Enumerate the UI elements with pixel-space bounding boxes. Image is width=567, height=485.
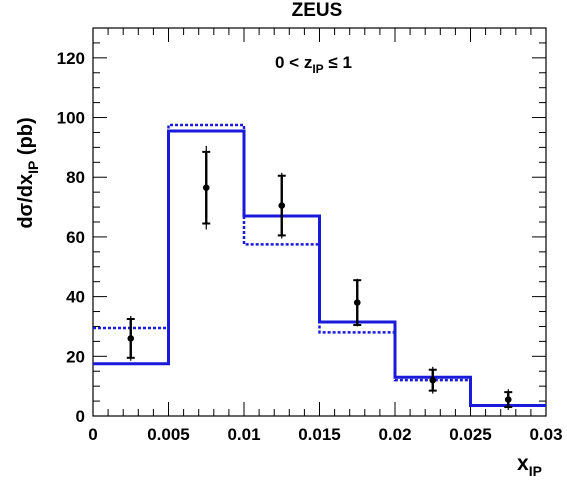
cut-annotation-sub: IP	[312, 62, 323, 76]
chart-title: ZEUS	[292, 0, 343, 21]
x-axis-label-sub: IP	[529, 463, 542, 479]
y-axis: 0 20 40 60 80 100 120	[57, 27, 546, 426]
data-points-layer	[126, 145, 513, 411]
y-axis-label: dσ/dxIP (pb)	[15, 117, 41, 228]
histogram-layer	[93, 123, 546, 408]
y-axis-label-sub: IP	[25, 161, 41, 174]
y-axis-label-main: dσ/dx	[15, 174, 37, 229]
x-tick-label: 0.005	[147, 425, 190, 444]
data-point	[126, 316, 135, 361]
x-tick-label: 0.025	[449, 425, 492, 444]
data-marker	[202, 184, 210, 191]
data-point	[277, 172, 286, 239]
x-axis-label-main: x	[517, 452, 529, 475]
y-tick-label: 100	[57, 109, 85, 128]
data-point	[504, 389, 513, 411]
y-tick-label: 20	[66, 347, 85, 366]
y-axis-label-suffix: (pb)	[15, 117, 37, 160]
y-tick-label: 0	[76, 407, 85, 426]
x-tick-label: 0.02	[378, 425, 411, 444]
data-marker	[429, 376, 437, 384]
histogram-dotted	[93, 123, 546, 407]
y-tick-label: 120	[57, 49, 85, 68]
cut-annotation-suffix: ≤ 1	[324, 53, 352, 72]
data-point	[353, 278, 362, 327]
x-tick-label: 0.03	[529, 425, 562, 444]
data-marker	[127, 335, 135, 342]
data-marker	[504, 396, 512, 403]
cut-annotation: 0 < zIP ≤ 1	[275, 53, 352, 76]
cut-annotation-main: 0 < z	[275, 53, 312, 72]
y-tick-label: 60	[66, 228, 85, 247]
data-point	[202, 145, 211, 230]
x-tick-label: 0	[88, 425, 97, 444]
x-axis-label: xIP	[517, 452, 542, 479]
x-tick-label: 0.015	[298, 425, 341, 444]
data-marker	[353, 299, 361, 306]
y-tick-label: 40	[66, 288, 85, 307]
y-tick-label: 80	[66, 168, 85, 187]
data-marker	[278, 202, 286, 209]
x-axis: 0 0.005 0.01 0.015 0.02 0.025 0.03	[88, 28, 563, 444]
x-tick-label: 0.01	[227, 425, 260, 444]
data-point	[428, 366, 437, 394]
